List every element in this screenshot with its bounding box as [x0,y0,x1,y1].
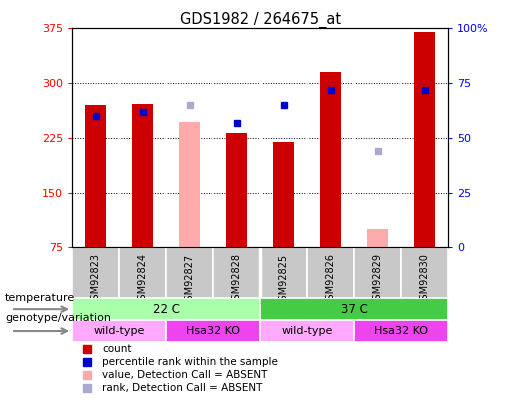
Text: count: count [102,343,132,354]
Bar [367,229,388,247]
Bar [132,104,153,247]
Bar [226,133,247,247]
Bar [72,320,166,342]
Text: GSM92826: GSM92826 [325,254,336,307]
Text: genotype/variation: genotype/variation [5,313,111,323]
Text: percentile rank within the sample: percentile rank within the sample [102,357,278,367]
Text: GSM92827: GSM92827 [184,254,195,307]
Text: temperature: temperature [5,293,75,303]
Bar [354,320,448,342]
Bar [414,32,435,247]
Text: GSM92829: GSM92829 [372,254,383,307]
Text: GSM92828: GSM92828 [232,254,242,307]
Bar [72,247,119,298]
Text: GSM92824: GSM92824 [138,254,148,307]
Text: rank, Detection Call = ABSENT: rank, Detection Call = ABSENT [102,383,263,393]
Bar [320,72,341,247]
Bar [307,247,354,298]
Text: GSM92825: GSM92825 [279,254,288,307]
Bar [213,247,260,298]
Bar [354,247,401,298]
Bar [273,141,294,247]
Bar [85,105,106,247]
Bar [260,247,307,298]
Bar [260,298,448,320]
Text: GSM92823: GSM92823 [91,254,100,307]
Text: GSM92830: GSM92830 [420,254,430,306]
Title: GDS1982 / 264675_at: GDS1982 / 264675_at [180,12,340,28]
Text: value, Detection Call = ABSENT: value, Detection Call = ABSENT [102,370,268,380]
Bar [401,247,448,298]
Text: wild-type: wild-type [93,326,145,336]
Bar [72,298,260,320]
Bar [166,247,213,298]
Text: wild-type: wild-type [281,326,333,336]
Text: Hsa32 KO: Hsa32 KO [186,326,240,336]
Text: 22 C: 22 C [152,303,180,315]
Text: 37 C: 37 C [340,303,368,315]
Bar [166,320,260,342]
Text: Hsa32 KO: Hsa32 KO [374,326,428,336]
Bar [179,122,200,247]
Bar [119,247,166,298]
Bar [260,320,354,342]
